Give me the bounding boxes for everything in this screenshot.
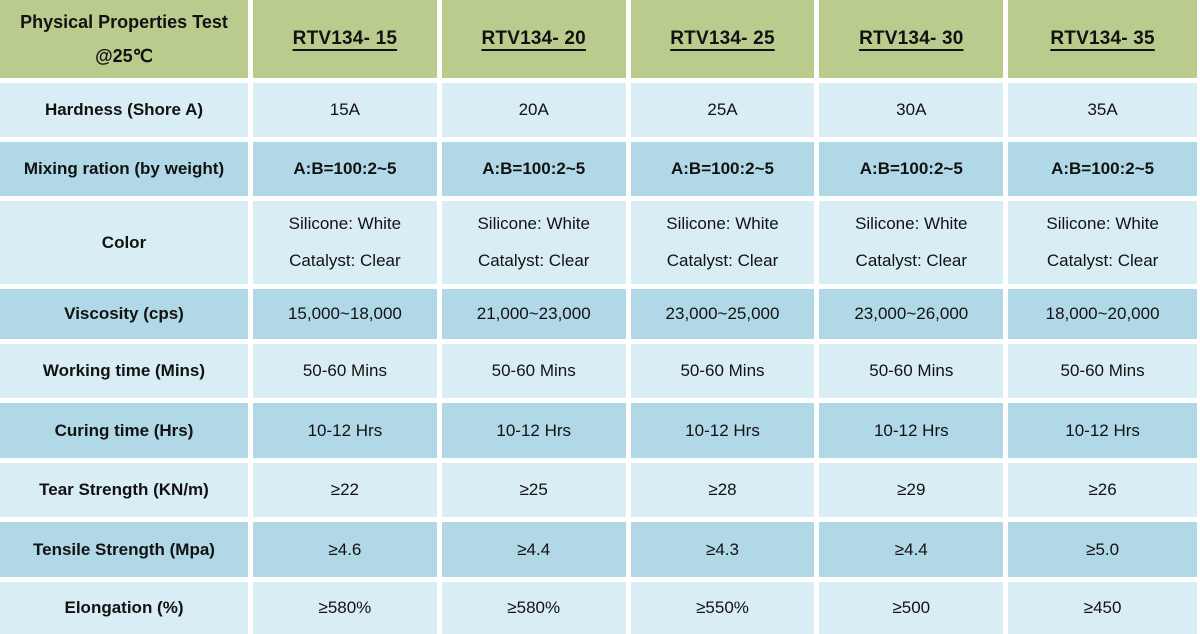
row-label: Color (0, 201, 253, 289)
cell: 50-60 Mins (819, 344, 1009, 403)
cell-line2: Catalyst: Clear (1046, 251, 1159, 270)
cell: Silicone: White Catalyst: Clear (441, 201, 631, 289)
column-header-label: RTV134- 30 (859, 28, 964, 49)
cell: ≥4.4 (819, 522, 1009, 582)
cell: 10-12 Hrs (819, 403, 1009, 463)
cell: ≥450 (1008, 582, 1197, 634)
row-label: Tensile Strength (Mpa) (0, 522, 253, 582)
table-row-working-time: Working time (Mins) 50-60 Mins 50-60 Min… (0, 344, 1197, 403)
column-header-label: RTV134- 25 (670, 28, 775, 49)
cell: ≥28 (630, 463, 820, 522)
table-header-row: Physical Properties Test @25℃ RTV134- 15… (0, 0, 1197, 83)
cell: ≥550% (630, 582, 820, 634)
cell: 23,000~26,000 (819, 289, 1009, 344)
cell: ≥4.6 (253, 522, 442, 582)
cell: 23,000~25,000 (630, 289, 820, 344)
cell: 10-12 Hrs (630, 403, 820, 463)
cell: Silicone: White Catalyst: Clear (253, 201, 442, 289)
cell: ≥5.0 (1008, 522, 1197, 582)
cell: ≥580% (253, 582, 442, 634)
cell: A:B=100:2~5 (1008, 142, 1197, 201)
cell: ≥4.3 (630, 522, 820, 582)
column-header-label: RTV134- 15 (292, 28, 398, 49)
cell: 10-12 Hrs (441, 403, 631, 463)
cell: A:B=100:2~5 (819, 142, 1009, 201)
cell: 50-60 Mins (253, 344, 442, 403)
cell-line1: Silicone: White (477, 214, 590, 233)
row-label: Mixing ration (by weight) (0, 142, 253, 201)
cell: A:B=100:2~5 (630, 142, 820, 201)
cell: 15A (253, 83, 442, 142)
cell: ≥4.4 (441, 522, 631, 582)
cell: 20A (441, 83, 631, 142)
row-label: Tear Strength (KN/m) (0, 463, 253, 522)
cell: 50-60 Mins (1008, 344, 1197, 403)
table-row-viscosity: Viscosity (cps) 15,000~18,000 21,000~23,… (0, 289, 1197, 344)
table-row-color: Color Silicone: White Catalyst: Clear Si… (0, 201, 1197, 289)
cell-line2: Catalyst: Clear (666, 251, 779, 270)
column-header-label: RTV134- 20 (481, 28, 586, 49)
cell: 10-12 Hrs (1008, 403, 1197, 463)
corner-cell: Physical Properties Test @25℃ (0, 0, 253, 83)
column-header-rtv134-20: RTV134- 20 (441, 0, 631, 83)
cell: 21,000~23,000 (441, 289, 631, 344)
cell: 35A (1008, 83, 1197, 142)
cell: 50-60 Mins (441, 344, 631, 403)
cell: ≥580% (441, 582, 631, 634)
cell: 30A (819, 83, 1009, 142)
cell: 50-60 Mins (630, 344, 820, 403)
row-label: Elongation (%) (0, 582, 253, 634)
cell: ≥22 (253, 463, 442, 522)
table-row-mixing-ration: Mixing ration (by weight) A:B=100:2~5 A:… (0, 142, 1197, 201)
row-label: Hardness (Shore A) (0, 83, 253, 142)
row-label: Curing time (Hrs) (0, 403, 253, 463)
row-label: Viscosity (cps) (0, 289, 253, 344)
cell: ≥500 (819, 582, 1009, 634)
column-header-label: RTV134- 35 (1050, 28, 1155, 49)
cell-line1: Silicone: White (666, 214, 779, 233)
cell: ≥29 (819, 463, 1009, 522)
cell: 10-12 Hrs (253, 403, 442, 463)
table-row-hardness: Hardness (Shore A) 15A 20A 25A 30A 35A (0, 83, 1197, 142)
cell: 18,000~20,000 (1008, 289, 1197, 344)
cell-line1: Silicone: White (855, 214, 968, 233)
cell: Silicone: White Catalyst: Clear (630, 201, 820, 289)
column-header-rtv134-25: RTV134- 25 (630, 0, 820, 83)
cell: 15,000~18,000 (253, 289, 442, 344)
cell: A:B=100:2~5 (441, 142, 631, 201)
cell-line1: Silicone: White (288, 214, 402, 233)
cell-line2: Catalyst: Clear (477, 251, 590, 270)
table-row-elongation: Elongation (%) ≥580% ≥580% ≥550% ≥500 ≥4… (0, 582, 1197, 634)
cell: Silicone: White Catalyst: Clear (1008, 201, 1197, 289)
table-row-tensile-strength: Tensile Strength (Mpa) ≥4.6 ≥4.4 ≥4.3 ≥4… (0, 522, 1197, 582)
cell: A:B=100:2~5 (253, 142, 442, 201)
corner-title-line2: @25℃ (95, 45, 153, 66)
cell: ≥25 (441, 463, 631, 522)
column-header-rtv134-35: RTV134- 35 (1008, 0, 1197, 83)
column-header-rtv134-15: RTV134- 15 (253, 0, 442, 83)
table-row-tear-strength: Tear Strength (KN/m) ≥22 ≥25 ≥28 ≥29 ≥26 (0, 463, 1197, 522)
column-header-rtv134-30: RTV134- 30 (819, 0, 1009, 83)
cell-line1: Silicone: White (1046, 214, 1159, 233)
row-label: Working time (Mins) (0, 344, 253, 403)
cell: ≥26 (1008, 463, 1197, 522)
cell: Silicone: White Catalyst: Clear (819, 201, 1009, 289)
corner-title-line1: Physical Properties Test (20, 12, 228, 32)
cell-line2: Catalyst: Clear (289, 251, 401, 270)
cell-line2: Catalyst: Clear (855, 251, 968, 270)
cell: 25A (630, 83, 820, 142)
table-row-curing-time: Curing time (Hrs) 10-12 Hrs 10-12 Hrs 10… (0, 403, 1197, 463)
